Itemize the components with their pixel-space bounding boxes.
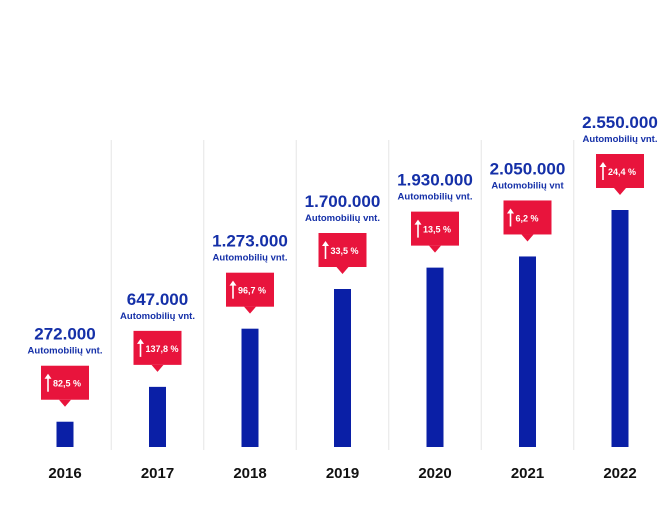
year-label-2020: 2020 [418,465,451,482]
growth-badge-2021: 6,2 % [503,200,552,242]
arrow-up-icon-head [44,373,52,379]
growth-badge-pointer [614,188,626,195]
growth-badge-box [41,365,89,400]
growth-label-2022: 24,4 % [608,167,636,177]
growth-label-2021: 6,2 % [516,213,539,223]
growth-badge-2016: 82,5 % [41,365,89,407]
growth-badge-pointer [336,267,349,274]
growth-label-2017: 137,8 % [146,344,179,354]
growth-label-2018: 96,7 % [238,286,266,296]
growth-label-2020: 13,5 % [423,225,451,235]
growth-badge-2018: 96,7 % [226,272,274,314]
unit-label-2016: Automobilių vnt. [28,346,103,357]
growth-badge-box [318,233,367,267]
unit-label-2020: Automobilių vnt. [398,192,473,203]
growth-badge-2022: 24,4 % [596,154,644,195]
bar-2020 [426,267,444,447]
arrow-up-icon-head [414,219,422,225]
bar-2021 [519,256,536,447]
unit-label-2018: Automobilių vnt. [213,253,288,264]
growth-badge-box [226,272,274,307]
arrow-up-icon-head [229,280,237,286]
bar-2018 [241,328,259,447]
arrow-up-icon-head [599,162,607,167]
bar-2022 [611,210,629,447]
value-label-2021: 2.050.000 [490,159,566,178]
growth-badge-box [503,200,552,235]
unit-label-2022: Automobilių vnt. [583,134,658,145]
growth-badge-pointer [429,245,441,253]
growth-badge-pointer [521,234,534,242]
value-label-2020: 1.930.000 [397,171,473,190]
arrow-up-icon-head [507,208,514,214]
growth-badge-box [596,154,644,188]
value-label-2018: 1.273.000 [212,232,288,251]
unit-label-2017: Automobilių vnt. [120,311,195,322]
year-label-2021: 2021 [511,465,544,482]
growth-badge-2019: 33,5 % [318,233,367,274]
growth-label-2016: 82,5 % [53,379,81,389]
growth-badge-box [133,330,182,365]
year-label-2016: 2016 [48,465,81,482]
bar-2017 [149,386,166,447]
unit-label-2021: Automobilių vnt [491,180,564,191]
year-label-2019: 2019 [326,465,359,482]
year-label-2022: 2022 [603,465,636,482]
growth-badge-pointer [59,399,71,407]
value-label-2022: 2.550.000 [582,113,658,132]
unit-label-2019: Automobilių vnt. [305,213,380,224]
growth-badge-2020: 13,5 % [411,211,459,253]
growth-label-2019: 33,5 % [331,246,359,256]
value-label-2017: 647.000 [127,290,188,309]
value-label-2019: 1.700.000 [305,192,381,211]
arrow-up-icon-head [137,338,144,344]
growth-badge-pointer [244,306,256,314]
year-label-2017: 2017 [141,465,174,482]
bar-2019 [334,289,351,447]
growth-badge-pointer [151,364,164,372]
arrow-up-icon-head [322,241,329,246]
value-label-2016: 272.000 [34,325,95,344]
growth-badge-2017: 137,8 % [133,330,182,372]
year-label-2018: 2018 [233,465,266,482]
growth-badge-box [411,211,459,246]
bar-2016 [56,421,74,447]
